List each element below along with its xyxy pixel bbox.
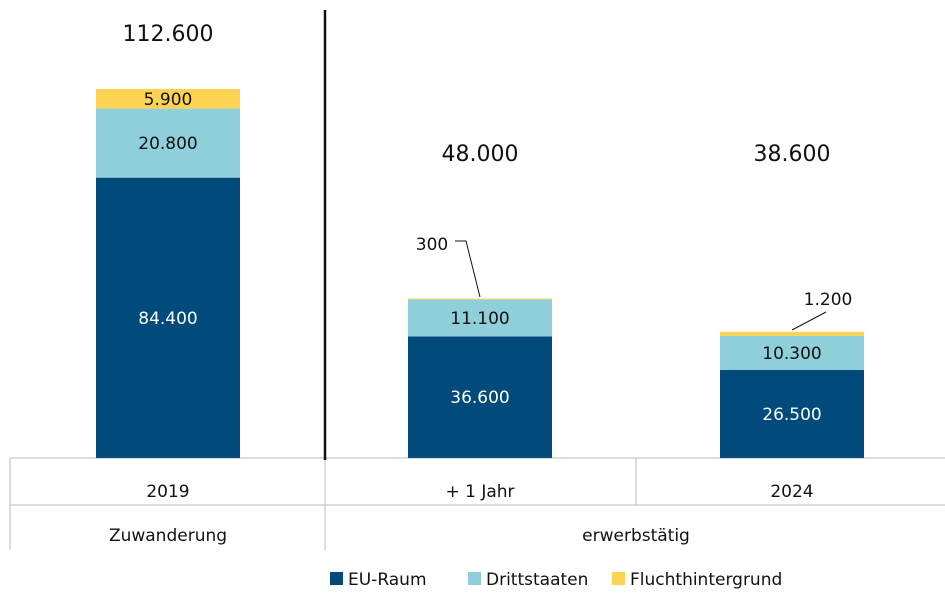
leader-line xyxy=(455,240,481,298)
bar-segment xyxy=(96,177,240,458)
value-label: 20.800 xyxy=(138,134,197,154)
value-label: 300 xyxy=(416,235,448,255)
total-label: 38.600 xyxy=(754,142,831,167)
total-label: 112.600 xyxy=(123,22,214,47)
bar-segment xyxy=(96,108,240,178)
legend-label: Fluchthintergrund xyxy=(630,570,782,590)
value-label: 5.900 xyxy=(144,90,193,110)
legend-swatch xyxy=(468,572,481,585)
x-tick-label: 2024 xyxy=(770,482,813,502)
legend-swatch xyxy=(612,572,625,585)
value-label: 1.200 xyxy=(804,290,853,310)
bar-segment xyxy=(720,331,864,336)
x-tick-label: 2019 xyxy=(146,482,189,502)
bar-segment xyxy=(408,336,552,458)
value-label: 10.300 xyxy=(762,344,821,364)
x-tick-label: + 1 Jahr xyxy=(445,482,514,502)
value-label: 84.400 xyxy=(138,309,197,329)
bar-segment xyxy=(408,299,552,337)
bar-segment xyxy=(96,88,240,109)
legend-swatch xyxy=(330,572,343,585)
total-label: 48.000 xyxy=(442,142,519,167)
group-label: erwerbstätig xyxy=(582,526,690,546)
leader-line xyxy=(791,311,827,331)
bar-segment xyxy=(720,369,864,458)
legend-label: EU-Raum xyxy=(348,570,427,590)
bar-segment xyxy=(408,298,552,300)
value-label: 11.100 xyxy=(450,309,509,329)
value-label: 26.500 xyxy=(762,405,821,425)
value-label: 36.600 xyxy=(450,388,509,408)
group-label: Zuwanderung xyxy=(109,526,227,546)
bar-segment xyxy=(720,335,864,370)
legend-label: Drittstaaten xyxy=(486,570,588,590)
